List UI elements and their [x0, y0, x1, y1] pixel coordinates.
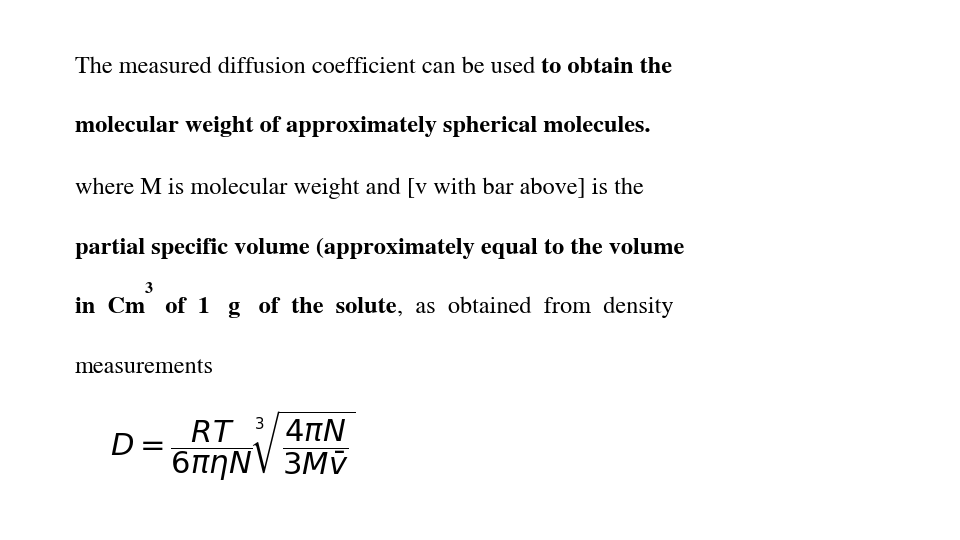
Text: in  Cm: in Cm	[75, 297, 145, 318]
Text: The measured diffusion coefficient can be used: The measured diffusion coefficient can b…	[75, 57, 541, 78]
Text: to obtain the: to obtain the	[541, 57, 672, 78]
Text: of  1   g   of  the  solute: of 1 g of the solute	[153, 297, 396, 318]
Text: measurements: measurements	[75, 356, 214, 377]
Text: 3: 3	[145, 282, 153, 296]
Text: where M is molecular weight and [v with bar above] is the: where M is molecular weight and [v with …	[75, 178, 643, 199]
Text: $D = \dfrac{RT}{6\pi\eta N}\sqrt[3]{\dfrac{4\pi N}{3M\bar{v}}}$: $D = \dfrac{RT}{6\pi\eta N}\sqrt[3]{\dfr…	[110, 408, 356, 483]
Text: partial specific volume (approximately equal to the volume: partial specific volume (approximately e…	[75, 238, 684, 259]
Text: ,  as  obtained  from  density: , as obtained from density	[396, 297, 673, 318]
Text: molecular weight of approximately spherical molecules.: molecular weight of approximately spheri…	[75, 116, 650, 137]
